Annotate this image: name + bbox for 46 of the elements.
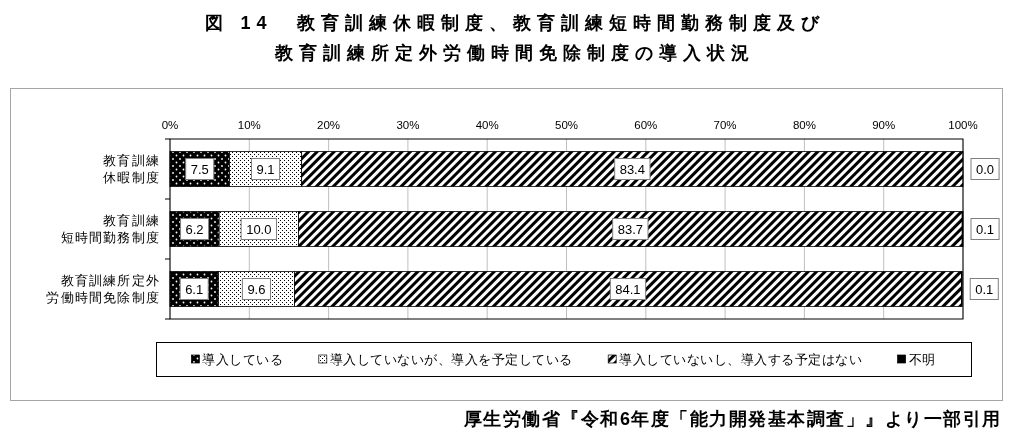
tick-label: 30% bbox=[396, 119, 420, 131]
tick-label: 10% bbox=[237, 119, 261, 131]
data-label: 83.4 bbox=[619, 161, 645, 177]
data-label: 0.1 bbox=[969, 278, 999, 300]
data-label: 0.1 bbox=[976, 221, 995, 237]
data-label: 83.7 bbox=[617, 221, 643, 237]
data-label: 84.1 bbox=[615, 281, 641, 297]
tick-label: 70% bbox=[713, 119, 737, 131]
data-label: 83.4 bbox=[614, 158, 651, 180]
category-label: 教育訓練休暇制度 bbox=[103, 154, 160, 185]
tick-label: 20% bbox=[317, 119, 341, 131]
legend-item: 導入していないし、導入する予定はない bbox=[607, 351, 863, 367]
data-label: 6.1 bbox=[179, 278, 209, 300]
category-label: 教育訓練短時間勤務制度 bbox=[60, 214, 160, 245]
tick-label: 100% bbox=[948, 119, 978, 131]
tick-label: 90% bbox=[872, 119, 896, 131]
title: 図 14 教育訓練休暇制度、教育訓練短時間勤務制度及び bbox=[205, 13, 825, 33]
data-label: 7.5 bbox=[190, 161, 209, 177]
data-label: 9.6 bbox=[241, 278, 271, 300]
category-label: 教育訓練所定外労働時間免除制度 bbox=[46, 274, 160, 305]
data-label: 0.0 bbox=[976, 161, 995, 177]
data-label: 7.5 bbox=[185, 158, 215, 180]
legend-item: 不明 bbox=[897, 351, 936, 367]
data-label: 9.6 bbox=[247, 281, 266, 297]
data-label: 6.2 bbox=[180, 218, 210, 240]
data-label: 10.0 bbox=[246, 221, 272, 237]
legend-item: 導入している bbox=[191, 351, 284, 367]
data-label: 0.1 bbox=[975, 281, 994, 297]
tick-label: 0% bbox=[161, 119, 179, 131]
tick-label: 40% bbox=[475, 119, 499, 131]
data-label: 6.1 bbox=[185, 281, 204, 297]
data-label: 10.0 bbox=[240, 218, 277, 240]
tick-label: 60% bbox=[634, 119, 658, 131]
annotation: 厚生労働省『令和6年度「能力開発基本調査」』より一部引用 bbox=[464, 409, 1002, 429]
data-label: 9.1 bbox=[251, 158, 281, 180]
legend-item: 導入していないが、導入を予定している bbox=[318, 351, 573, 367]
data-label: 6.2 bbox=[185, 221, 204, 237]
data-label: 0.0 bbox=[970, 158, 1000, 180]
title: 教育訓練所定外労働時間免除制度の導入状況 bbox=[275, 43, 755, 63]
data-label: 83.7 bbox=[612, 218, 649, 240]
tick-label: 50% bbox=[555, 119, 578, 131]
data-label: 0.1 bbox=[970, 218, 1000, 240]
tick-label: 80% bbox=[792, 119, 816, 131]
data-label: 84.1 bbox=[609, 278, 647, 300]
legend-label: 不明 bbox=[908, 351, 936, 367]
data-label: 9.1 bbox=[256, 161, 275, 177]
